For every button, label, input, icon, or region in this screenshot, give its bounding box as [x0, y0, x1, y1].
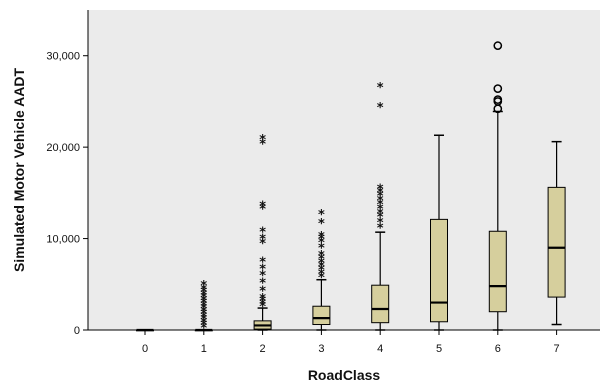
box-group: [430, 134, 448, 331]
box-group: *************: [312, 208, 331, 331]
outlier-star: *: [318, 264, 325, 279]
outlier-star: *: [377, 216, 384, 231]
outlier-star: *: [200, 283, 207, 298]
outlier-star: *: [259, 292, 266, 307]
outlier-star: *: [259, 269, 266, 284]
outlier-circle: [493, 84, 503, 93]
outlier-star: *: [259, 202, 266, 217]
outlier-star: *: [200, 294, 207, 309]
outlier-star: *: [259, 225, 266, 240]
outlier-star: *: [318, 230, 325, 245]
outlier-star: *: [200, 316, 207, 331]
x-tick-label: 4: [377, 343, 383, 355]
outlier-star: *: [259, 233, 266, 248]
outlier-star: *: [200, 279, 207, 294]
x-tick-label: 5: [436, 343, 442, 355]
outlier-star: *: [377, 198, 384, 213]
box-iqr: [371, 284, 390, 324]
y-tick-label: 20,000: [46, 142, 80, 154]
box-iqr: [312, 305, 331, 326]
y-axis-title: Simulated Motor Vehicle AADT: [11, 68, 27, 273]
outlier-star: *: [259, 295, 266, 310]
box-iqr: [488, 230, 507, 313]
outlier-circle: [493, 95, 503, 104]
outlier-star: *: [200, 310, 207, 325]
x-axis-ticks: 0 1 2 3 4 5 6 7: [142, 330, 560, 355]
outlier-star: *: [377, 194, 384, 209]
outlier-star: *: [318, 242, 325, 257]
outlier-star: *: [377, 81, 384, 96]
outlier-star: *: [200, 308, 207, 323]
x-tick-label: 0: [142, 343, 148, 355]
outlier-star: *: [200, 286, 207, 301]
outlier-star: *: [377, 207, 384, 222]
outlier-star: *: [259, 300, 266, 315]
box-group: ************: [371, 81, 390, 331]
outlier-star: *: [200, 305, 207, 320]
y-tick-label: 0: [74, 325, 80, 337]
outlier-star: *: [259, 255, 266, 270]
outlier-star: *: [318, 233, 325, 248]
outlier-star: *: [318, 271, 325, 286]
outlier-star: *: [200, 288, 207, 303]
outlier-star: *: [259, 285, 266, 300]
x-tick-label: 7: [554, 343, 560, 355]
outlier-star: *: [318, 267, 325, 282]
box-series: ****************************************…: [136, 41, 566, 336]
y-tick-label: 30,000: [46, 51, 80, 63]
outlier-star: *: [377, 182, 384, 197]
outlier-star: *: [377, 101, 384, 116]
outlier-star: *: [318, 208, 325, 223]
x-tick-label: 1: [201, 343, 207, 355]
outlier-star: *: [200, 313, 207, 328]
box-iqr: [430, 218, 448, 323]
outlier-star: *: [377, 186, 384, 201]
plot-area: [88, 10, 600, 330]
x-tick-label: 3: [318, 343, 324, 355]
outlier-star: *: [200, 321, 207, 336]
outlier-star: *: [318, 253, 325, 268]
outlier-star: *: [200, 297, 207, 312]
outlier-star: *: [200, 291, 207, 306]
box-group: [547, 140, 566, 326]
outlier-star: *: [259, 276, 266, 291]
outlier-star: *: [377, 190, 384, 205]
outlier-circle: [493, 41, 503, 51]
outlier-star: *: [318, 249, 325, 264]
outlier-star: *: [200, 299, 207, 314]
outlier-star: *: [318, 236, 325, 251]
outlier-star: *: [259, 137, 266, 152]
y-axis-ticks: 0 10,000 20,000 30,000: [46, 51, 88, 337]
outlier-star: *: [259, 237, 266, 252]
outlier-star: *: [200, 319, 207, 334]
x-tick-label: 6: [495, 343, 501, 355]
outlier-star: *: [377, 211, 384, 226]
outlier-star: *: [318, 217, 325, 232]
outlier-star: *: [377, 222, 384, 237]
outlier-star: *: [200, 302, 207, 317]
box-group: [488, 41, 507, 331]
outlier-star: *: [318, 256, 325, 271]
x-axis-title: RoadClass: [308, 367, 381, 383]
outlier-star: *: [259, 200, 266, 215]
outlier-star: *: [259, 297, 266, 312]
outlier-star: *: [318, 260, 325, 275]
y-tick-label: 10,000: [46, 234, 80, 246]
outlier-star: *: [377, 202, 384, 217]
outlier-star: *: [259, 133, 266, 148]
box-group: ****************: [253, 133, 272, 331]
x-tick-label: 2: [260, 343, 266, 355]
outlier-star: *: [259, 263, 266, 278]
box-iqr: [547, 186, 566, 298]
